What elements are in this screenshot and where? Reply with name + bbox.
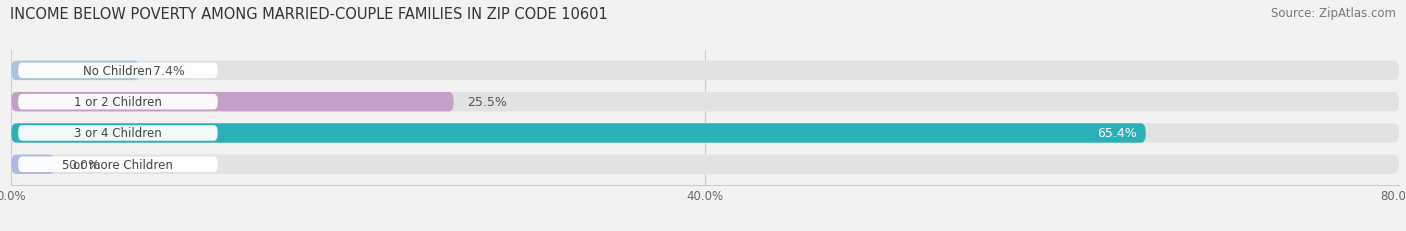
FancyBboxPatch shape [11,124,1146,143]
FancyBboxPatch shape [18,157,218,172]
FancyBboxPatch shape [11,155,55,174]
Text: 7.4%: 7.4% [153,65,186,78]
Text: Source: ZipAtlas.com: Source: ZipAtlas.com [1271,7,1396,20]
FancyBboxPatch shape [11,124,1399,143]
Text: 0.0%: 0.0% [69,158,100,171]
FancyBboxPatch shape [18,63,218,79]
Text: 1 or 2 Children: 1 or 2 Children [75,96,162,109]
Text: 3 or 4 Children: 3 or 4 Children [75,127,162,140]
Text: No Children: No Children [83,65,152,78]
FancyBboxPatch shape [11,93,454,112]
FancyBboxPatch shape [11,93,1399,112]
FancyBboxPatch shape [18,94,218,110]
Text: 65.4%: 65.4% [1097,127,1137,140]
FancyBboxPatch shape [11,61,1399,81]
Text: 25.5%: 25.5% [467,96,508,109]
FancyBboxPatch shape [11,61,139,81]
Text: INCOME BELOW POVERTY AMONG MARRIED-COUPLE FAMILIES IN ZIP CODE 10601: INCOME BELOW POVERTY AMONG MARRIED-COUPL… [10,7,607,22]
FancyBboxPatch shape [11,155,1399,174]
Text: 5 or more Children: 5 or more Children [62,158,173,171]
FancyBboxPatch shape [18,126,218,141]
